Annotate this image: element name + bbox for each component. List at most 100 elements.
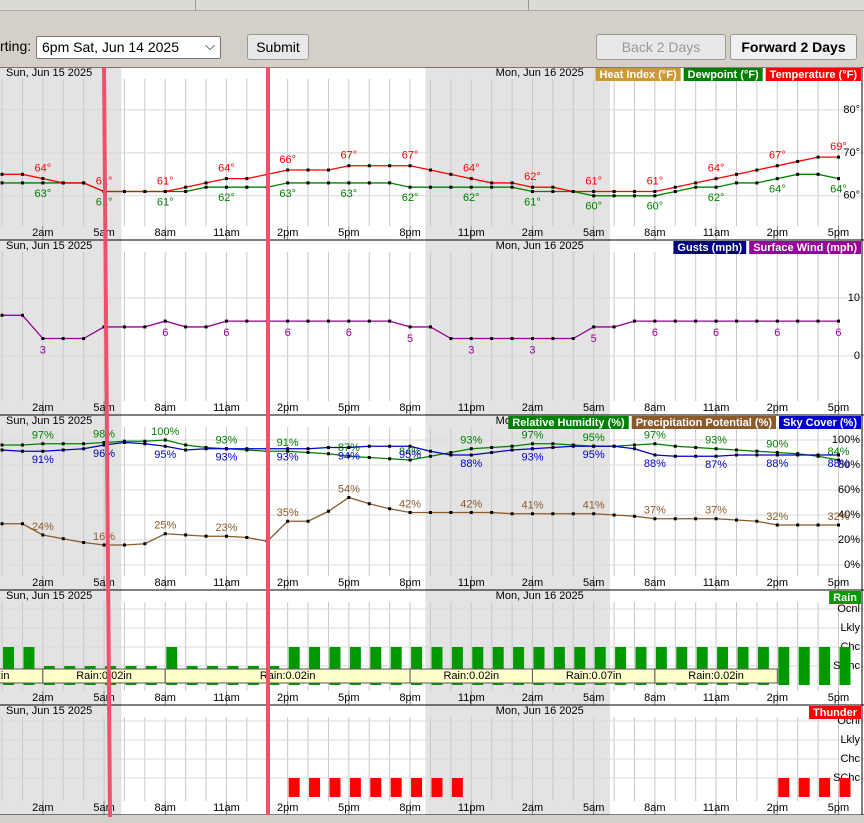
data-point bbox=[409, 164, 412, 167]
data-point bbox=[449, 511, 452, 514]
data-point bbox=[470, 186, 473, 189]
data-point bbox=[837, 156, 840, 159]
data-point bbox=[368, 502, 371, 505]
data-point bbox=[715, 455, 718, 458]
data-point bbox=[755, 454, 758, 457]
data-point bbox=[694, 455, 697, 458]
data-point bbox=[388, 507, 391, 510]
data-point bbox=[41, 181, 44, 184]
data-point bbox=[388, 164, 391, 167]
qpf-label: Rain:0.02in bbox=[688, 670, 744, 682]
data-label: 94% bbox=[338, 450, 360, 462]
x-tick-label: 8am bbox=[155, 402, 176, 414]
bar bbox=[391, 778, 402, 797]
data-point bbox=[755, 320, 758, 323]
bar bbox=[819, 647, 830, 685]
x-tick-label: 11am bbox=[213, 577, 240, 589]
data-label: 32% bbox=[766, 511, 788, 523]
data-point bbox=[633, 444, 636, 447]
x-tick-label: 8pm bbox=[399, 692, 420, 704]
data-point bbox=[205, 535, 208, 538]
data-point bbox=[490, 181, 493, 184]
data-point bbox=[184, 186, 187, 189]
bar bbox=[819, 778, 830, 797]
data-point bbox=[613, 514, 616, 517]
x-tick-label: 5am bbox=[583, 227, 604, 239]
data-point bbox=[143, 542, 146, 545]
data-label: 64° bbox=[830, 184, 847, 196]
data-point bbox=[776, 177, 779, 180]
date-label: Mon, Jun 16 2025 bbox=[496, 705, 584, 717]
x-tick-label: 2am bbox=[522, 227, 543, 239]
data-point bbox=[41, 177, 44, 180]
x-tick-label: 8am bbox=[155, 577, 176, 589]
data-point bbox=[735, 320, 738, 323]
data-point bbox=[245, 536, 248, 539]
data-label: 61° bbox=[647, 175, 664, 187]
data-point bbox=[307, 169, 310, 172]
data-point bbox=[429, 325, 432, 328]
data-label: 63° bbox=[341, 188, 358, 200]
data-point bbox=[307, 520, 310, 523]
x-tick-label: 5am bbox=[583, 692, 604, 704]
data-point bbox=[817, 156, 820, 159]
data-point bbox=[347, 496, 350, 499]
data-point bbox=[164, 532, 167, 535]
data-point bbox=[470, 337, 473, 340]
x-tick-label: 11am bbox=[703, 227, 730, 239]
data-point bbox=[41, 337, 44, 340]
data-point bbox=[388, 320, 391, 323]
data-point bbox=[572, 512, 575, 515]
data-point bbox=[817, 320, 820, 323]
bar bbox=[370, 778, 381, 797]
x-tick-label: 5pm bbox=[828, 802, 849, 814]
data-point bbox=[633, 190, 636, 193]
x-tick-label: 8am bbox=[644, 577, 665, 589]
data-point bbox=[776, 164, 779, 167]
plot-area: 60°70°80°2am5am8am11am2pm5pm8pm11pm2am5a… bbox=[0, 67, 864, 815]
data-point bbox=[653, 517, 656, 520]
data-point bbox=[245, 177, 248, 180]
y-tick-label: Chc bbox=[840, 753, 860, 765]
data-point bbox=[286, 520, 289, 523]
data-point bbox=[123, 190, 126, 193]
data-point bbox=[490, 451, 493, 454]
data-label: 88% bbox=[827, 458, 849, 470]
x-tick-label: 2pm bbox=[767, 802, 788, 814]
data-point bbox=[633, 320, 636, 323]
data-point bbox=[82, 447, 85, 450]
data-point bbox=[184, 444, 187, 447]
bar bbox=[411, 778, 422, 797]
data-label: 95% bbox=[583, 432, 605, 444]
data-point bbox=[347, 164, 350, 167]
data-point bbox=[694, 186, 697, 189]
data-point bbox=[41, 442, 44, 445]
data-point bbox=[613, 445, 616, 448]
data-point bbox=[409, 186, 412, 189]
x-tick-label: 11am bbox=[703, 577, 730, 589]
date-label: Sun, Jun 15 2025 bbox=[6, 590, 92, 602]
data-point bbox=[245, 320, 248, 323]
data-point bbox=[735, 519, 738, 522]
data-point bbox=[755, 181, 758, 184]
x-tick-label: 2am bbox=[522, 577, 543, 589]
x-tick-label: 11am bbox=[703, 802, 730, 814]
data-point bbox=[755, 169, 758, 172]
legend-label: Precipitation Potential (%) bbox=[636, 417, 773, 429]
data-point bbox=[755, 520, 758, 523]
x-tick-label: 5pm bbox=[828, 227, 849, 239]
data-point bbox=[327, 446, 330, 449]
data-point bbox=[674, 517, 677, 520]
data-label: 6 bbox=[652, 327, 658, 339]
data-point bbox=[82, 181, 85, 184]
data-label: 64° bbox=[218, 163, 235, 175]
data-label: 96% bbox=[93, 448, 115, 460]
x-tick-label: 11pm bbox=[458, 227, 485, 239]
data-point bbox=[368, 181, 371, 184]
data-point bbox=[327, 510, 330, 513]
data-label: 93% bbox=[521, 452, 543, 464]
data-label: 61° bbox=[524, 196, 541, 208]
data-point bbox=[164, 439, 167, 442]
x-tick-label: 5pm bbox=[338, 802, 359, 814]
x-tick-label: 8am bbox=[644, 692, 665, 704]
